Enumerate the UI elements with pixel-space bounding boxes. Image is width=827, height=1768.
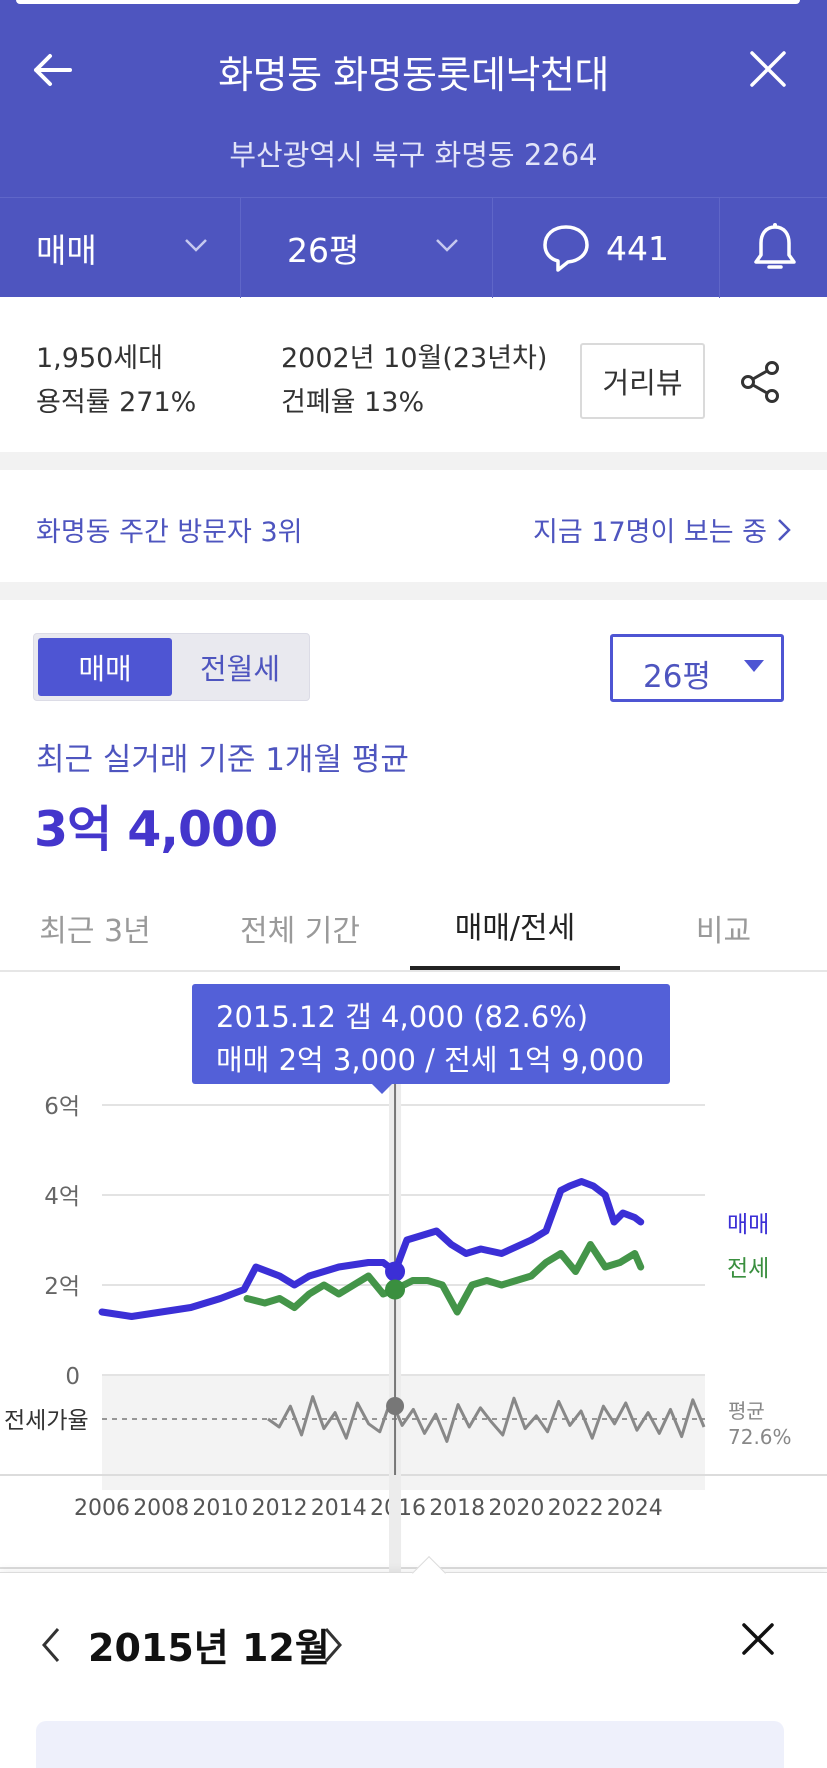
legend-jeonse: 전세	[727, 1256, 769, 1282]
section-divider	[0, 582, 827, 600]
tooltip-line-2: 매매 2억 3,000 / 전세 1억 9,000	[216, 1043, 645, 1077]
tooltip-arrow	[372, 1084, 392, 1094]
road-view-button[interactable]: 거리뷰	[580, 343, 705, 419]
chevron-down-icon	[185, 239, 207, 252]
chart-tabs: 최근 3년 전체 기간 매매/전세 비교	[0, 884, 827, 972]
floor-area-ratio: 용적률 271%	[36, 387, 197, 418]
selected-point-ratio	[386, 1397, 405, 1415]
y-tick-label: 2억	[44, 1274, 80, 1300]
chevron-down-icon	[436, 239, 458, 252]
avg-price-label: 최근 실거래 기준 1개월 평균	[36, 742, 409, 778]
ratio-label: 전세가율	[4, 1408, 89, 1434]
y-tick-label: 6억	[44, 1094, 80, 1120]
series-line-sale	[98, 1178, 645, 1320]
size-select-value: 26평	[643, 659, 711, 695]
built-year: 2002년 10월(23년차)	[281, 343, 548, 374]
deal-type-dropdown[interactable]: 매매	[0, 198, 241, 298]
next-month-button[interactable]	[318, 1623, 348, 1667]
x-tick-label: 2008	[133, 1496, 189, 1521]
tab-all-period[interactable]: 전체 기간	[240, 914, 360, 949]
close-icon	[742, 1623, 774, 1655]
visitor-bar: 화명동 주간 방문자 3위 지금 17명이 보는 중	[0, 470, 827, 582]
notification-button[interactable]	[720, 198, 827, 298]
address: 부산광역시 북구 화명동 2264	[229, 138, 598, 172]
chevron-right-icon	[778, 518, 791, 541]
size-dropdown[interactable]: 26평	[241, 198, 493, 298]
bell-icon	[754, 223, 796, 269]
x-tick-label: 2014	[311, 1496, 367, 1521]
tab-recent-3y[interactable]: 최근 3년	[39, 914, 151, 949]
avg-price-value: 3억 4,000	[34, 801, 278, 858]
live-viewers-link[interactable]: 지금 17명이 보는 중	[533, 510, 791, 549]
ratio-line	[267, 1395, 706, 1443]
selected-point-jeonse	[385, 1279, 406, 1300]
close-icon	[750, 51, 786, 87]
chart-tooltip: 2015.12 갭 4,000 (82.6%) 매매 2억 3,000 / 전세…	[192, 984, 670, 1094]
toggle-rent[interactable]: 전월세	[199, 652, 281, 686]
chevron-right-icon	[324, 1628, 342, 1662]
x-tick-label: 2006	[74, 1496, 130, 1521]
tab-sale-rent[interactable]: 매매/전세	[410, 884, 620, 970]
x-tick-label: 2024	[607, 1496, 663, 1521]
info-right: 2002년 10월(23년차) 건폐율 13%	[281, 337, 547, 425]
filter-bar: 매매 26평 441	[0, 197, 827, 298]
ratio-panel-bg	[102, 1375, 705, 1490]
close-button[interactable]	[744, 46, 792, 92]
share-icon	[741, 361, 779, 403]
app-header: 화명동 화명동롯데낙천대 부산광역시 북구 화명동 2264 매매 26평 44…	[0, 0, 827, 298]
comment-bubble-icon	[543, 225, 589, 272]
price-chart[interactable]: 02억4억6억200620082010201220142016201820202…	[0, 972, 827, 1572]
size-select[interactable]: 26평	[610, 634, 784, 702]
legend-sale: 매매	[727, 1212, 769, 1238]
deal-type-label: 매매	[36, 231, 97, 270]
info-left: 1,950세대 용적률 271%	[36, 337, 196, 425]
x-tick-label: 2020	[488, 1496, 544, 1521]
coverage-ratio: 건폐율 13%	[281, 387, 425, 418]
selected-month: 2015년 12월	[88, 1626, 330, 1670]
page-title: 화명동 화명동롯데낙천대	[218, 53, 609, 97]
share-button[interactable]	[736, 358, 784, 406]
ratio-avg-value: 72.6%	[728, 1425, 792, 1449]
sheet-close-button[interactable]	[738, 1619, 778, 1659]
series-line-jeonse	[243, 1241, 645, 1316]
top-divider	[16, 0, 800, 4]
households: 1,950세대	[36, 343, 163, 374]
chevron-left-icon	[42, 1628, 60, 1662]
month-detail-sheet: 2015년 12월	[0, 1556, 827, 1768]
comment-count: 441	[606, 228, 669, 268]
y-tick-label: 4억	[44, 1184, 80, 1210]
section-divider	[0, 452, 827, 470]
prev-month-button[interactable]	[36, 1623, 66, 1667]
y-tick-label: 0	[65, 1364, 80, 1390]
deal-toggle: 매매 전월세	[33, 633, 310, 701]
toggle-sale[interactable]: 매매	[38, 638, 172, 696]
size-label: 26평	[287, 231, 360, 270]
complex-info: 1,950세대 용적률 271% 2002년 10월(23년차) 건폐율 13%	[0, 297, 827, 452]
x-tick-label: 2022	[548, 1496, 604, 1521]
live-viewers-text: 지금 17명이 보는 중	[533, 517, 767, 548]
tab-compare[interactable]: 비교	[695, 914, 752, 949]
x-tick-label: 2010	[192, 1496, 248, 1521]
selected-point-sale	[385, 1261, 406, 1282]
tooltip-line-1: 2015.12 갭 4,000 (82.6%)	[216, 1000, 589, 1034]
x-tick-label: 2012	[252, 1496, 308, 1521]
price-chart-svg: 02억4억6억200620082010201220142016201820202…	[0, 1082, 827, 1572]
comments-button[interactable]: 441	[493, 198, 720, 298]
ratio-avg-label: 평균	[728, 1399, 765, 1423]
caret-down-icon	[744, 660, 764, 672]
x-tick-label: 2018	[429, 1496, 485, 1521]
visitor-rank-link[interactable]: 화명동 주간 방문자 3위	[36, 517, 303, 548]
arrow-left-icon	[34, 54, 72, 86]
detail-card[interactable]	[36, 1721, 784, 1768]
back-button[interactable]	[30, 48, 78, 92]
